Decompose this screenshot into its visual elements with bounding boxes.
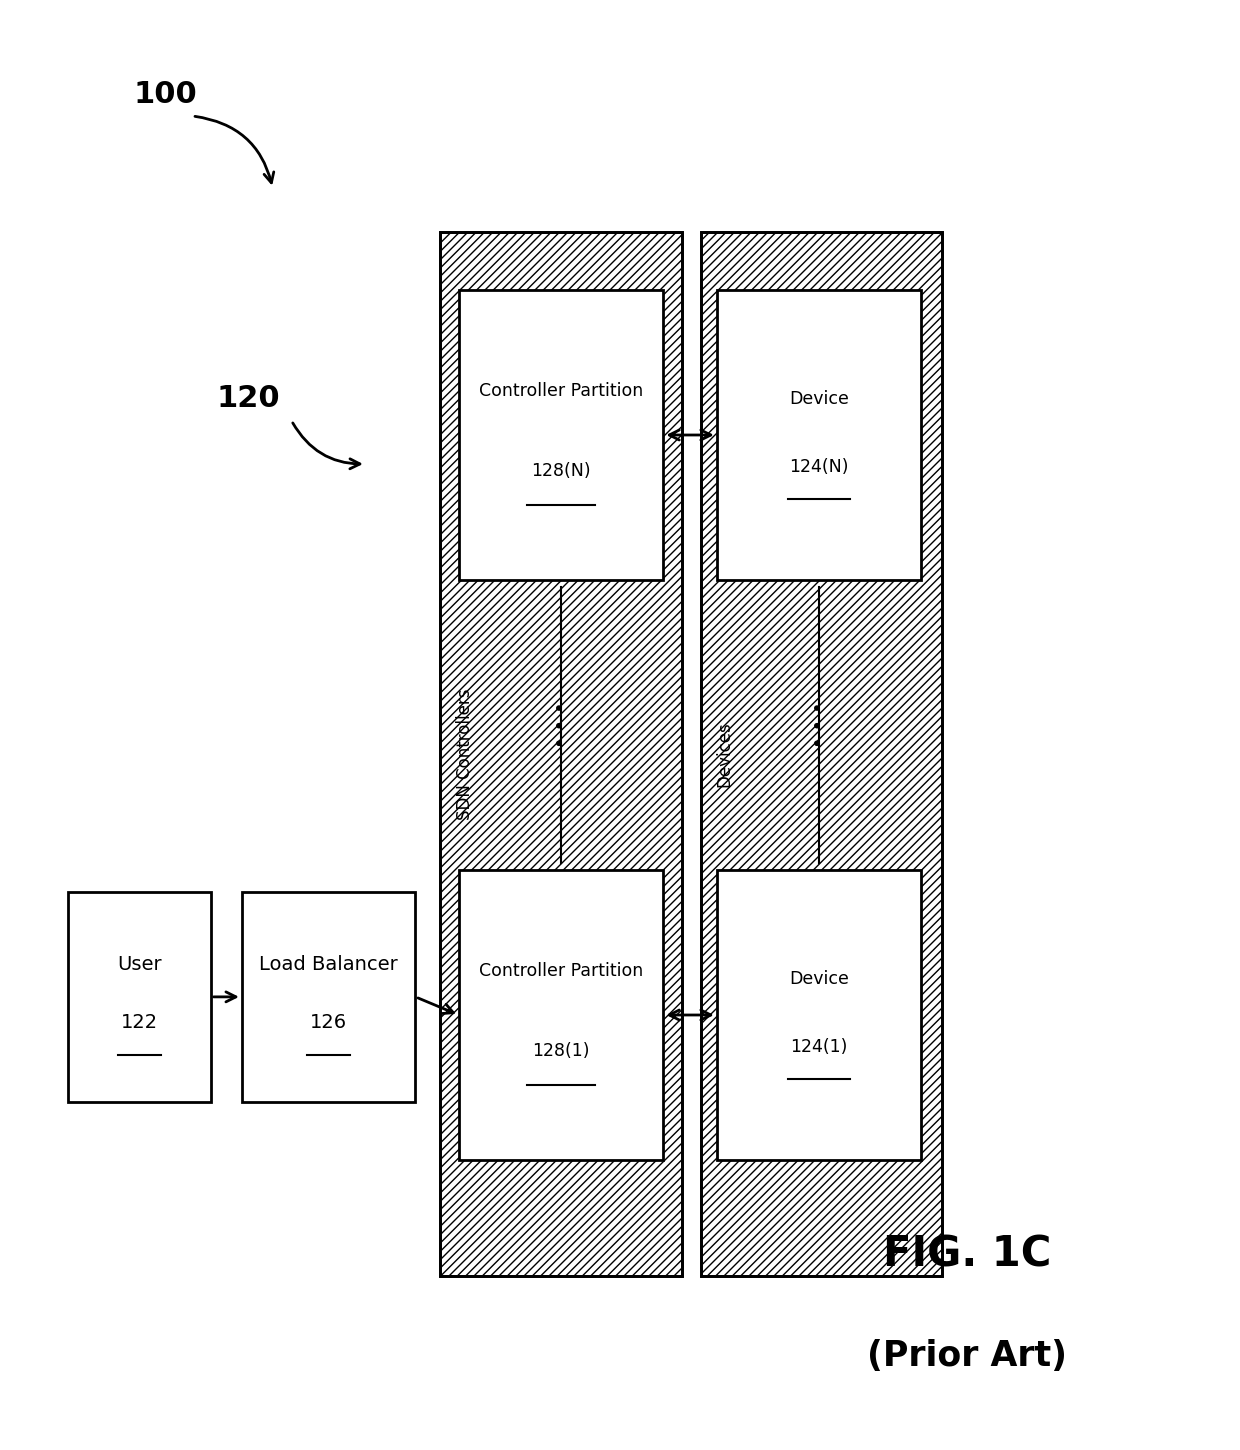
Bar <box>717 290 921 580</box>
Text: SDN Controllers: SDN Controllers <box>456 689 474 819</box>
Text: • • •: • • • <box>552 702 570 748</box>
Bar <box>242 892 415 1102</box>
Bar <box>701 232 942 1276</box>
Text: 124(N): 124(N) <box>790 458 848 476</box>
Text: Controller Partition: Controller Partition <box>479 383 644 400</box>
Text: Load Balancer: Load Balancer <box>259 956 398 974</box>
Text: User: User <box>118 956 161 974</box>
Bar <box>440 232 682 1276</box>
Text: 100: 100 <box>134 80 197 109</box>
Bar <box>68 892 211 1102</box>
Text: Device: Device <box>789 970 849 987</box>
Bar <box>717 870 921 1160</box>
Text: FIG. 1C: FIG. 1C <box>883 1234 1052 1275</box>
Text: 124(1): 124(1) <box>790 1038 848 1056</box>
Text: 122: 122 <box>122 1014 157 1032</box>
Text: 120: 120 <box>217 384 280 413</box>
Text: (Prior Art): (Prior Art) <box>867 1338 1068 1373</box>
Bar <box>440 232 682 1276</box>
Text: Controller Partition: Controller Partition <box>479 963 644 980</box>
Bar <box>459 870 663 1160</box>
Text: 126: 126 <box>310 1014 347 1032</box>
Text: Device: Device <box>789 390 849 407</box>
Text: 128(1): 128(1) <box>532 1043 590 1060</box>
Text: Devices: Devices <box>715 721 733 787</box>
Bar <box>459 290 663 580</box>
Text: • • •: • • • <box>810 702 828 748</box>
Text: 128(N): 128(N) <box>531 463 591 480</box>
Bar <box>701 232 942 1276</box>
